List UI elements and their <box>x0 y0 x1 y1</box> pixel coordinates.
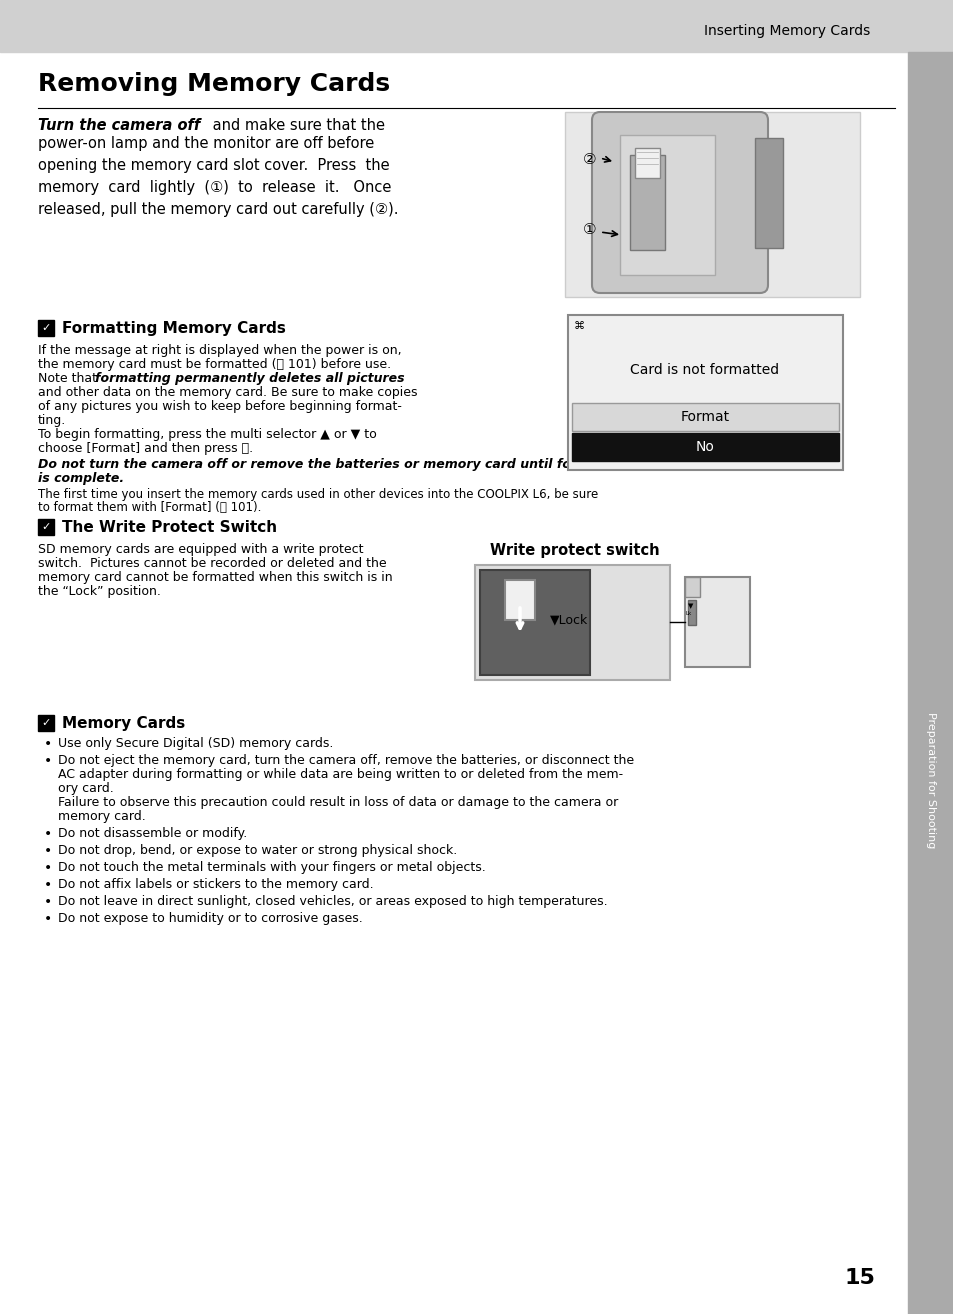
Bar <box>635 148 659 177</box>
Text: Removing Memory Cards: Removing Memory Cards <box>38 72 390 96</box>
Text: Memory Cards: Memory Cards <box>62 716 185 731</box>
Bar <box>475 565 669 681</box>
Text: •: • <box>44 861 52 875</box>
Text: The Write Protect Switch: The Write Protect Switch <box>62 520 276 535</box>
Bar <box>687 600 696 625</box>
Text: Do not touch the metal terminals with your fingers or metal objects.: Do not touch the metal terminals with yo… <box>58 861 485 874</box>
Bar <box>38 715 54 731</box>
Text: SD memory cards are equipped with a write protect: SD memory cards are equipped with a writ… <box>38 543 363 556</box>
Bar <box>567 315 842 470</box>
Text: •: • <box>44 754 52 767</box>
Text: ✓: ✓ <box>41 717 51 728</box>
Text: memory card.: memory card. <box>58 809 146 823</box>
Text: •: • <box>44 912 52 926</box>
Text: •: • <box>44 895 52 909</box>
Bar <box>754 138 782 248</box>
Bar <box>572 434 838 461</box>
Bar <box>564 112 859 297</box>
Text: ⌘: ⌘ <box>574 321 584 331</box>
Text: Format: Format <box>679 410 729 424</box>
Bar <box>38 519 54 535</box>
Text: switch.  Pictures cannot be recorded or deleted and the: switch. Pictures cannot be recorded or d… <box>38 557 386 570</box>
Bar <box>572 403 838 431</box>
Text: power-on lamp and the monitor are off before: power-on lamp and the monitor are off be… <box>38 137 374 151</box>
Text: ▼Lock: ▼Lock <box>550 614 588 627</box>
Text: Do not leave in direct sunlight, closed vehicles, or areas exposed to high tempe: Do not leave in direct sunlight, closed … <box>58 895 607 908</box>
Text: memory  card  lightly  (①)  to  release  it.   Once: memory card lightly (①) to release it. O… <box>38 180 391 194</box>
Text: To begin formatting, press the multi selector ▲ or ▼ to: To begin formatting, press the multi sel… <box>38 428 376 442</box>
Text: Note that: Note that <box>38 372 101 385</box>
Text: memory card cannot be formatted when this switch is in: memory card cannot be formatted when thi… <box>38 572 393 583</box>
Text: ①: ① <box>582 222 596 237</box>
FancyBboxPatch shape <box>592 112 767 293</box>
Text: Preparation for Shooting: Preparation for Shooting <box>925 712 935 849</box>
Text: released, pull the memory card out carefully (②).: released, pull the memory card out caref… <box>38 202 398 217</box>
Bar <box>684 577 749 668</box>
Text: Formatting Memory Cards: Formatting Memory Cards <box>62 321 286 336</box>
Text: Do not turn the camera off or remove the batteries or memory card until formatti: Do not turn the camera off or remove the… <box>38 459 632 470</box>
Text: Use only Secure Digital (SD) memory cards.: Use only Secure Digital (SD) memory card… <box>58 737 333 750</box>
Text: If the message at right is displayed when the power is on,: If the message at right is displayed whe… <box>38 344 401 357</box>
Bar <box>619 135 714 275</box>
Text: Do not eject the memory card, turn the camera off, remove the batteries, or disc: Do not eject the memory card, turn the c… <box>58 754 634 767</box>
Bar <box>684 577 700 597</box>
Text: ting.: ting. <box>38 414 66 427</box>
Text: of any pictures you wish to keep before beginning format-: of any pictures you wish to keep before … <box>38 399 401 413</box>
Text: opening the memory card slot cover.  Press  the: opening the memory card slot cover. Pres… <box>38 158 389 173</box>
Text: Failure to observe this precaution could result in loss of data or damage to the: Failure to observe this precaution could… <box>58 796 618 809</box>
Text: Card is not formatted: Card is not formatted <box>630 363 779 377</box>
Text: ②: ② <box>582 152 596 167</box>
Text: ▼: ▼ <box>687 603 693 608</box>
Text: is complete.: is complete. <box>38 472 124 485</box>
Bar <box>907 53 953 1314</box>
Text: Do not disassemble or modify.: Do not disassemble or modify. <box>58 827 247 840</box>
Text: choose [Format] and then press Ⓡ.: choose [Format] and then press Ⓡ. <box>38 442 253 455</box>
Text: and other data on the memory card. Be sure to make copies: and other data on the memory card. Be su… <box>38 386 417 399</box>
Text: 15: 15 <box>843 1268 874 1288</box>
Bar <box>629 155 664 250</box>
Text: to format them with [Format] (Ⓡ 101).: to format them with [Format] (Ⓡ 101). <box>38 501 261 514</box>
Text: AC adapter during formatting or while data are being written to or deleted from : AC adapter during formatting or while da… <box>58 767 622 781</box>
Text: No: No <box>695 440 714 455</box>
Text: formatting permanently deletes all pictures: formatting permanently deletes all pictu… <box>95 372 404 385</box>
Bar <box>504 579 535 620</box>
Text: Write protect switch: Write protect switch <box>490 543 659 558</box>
Text: ✓: ✓ <box>41 323 51 332</box>
Text: ✓: ✓ <box>41 522 51 532</box>
Text: ory card.: ory card. <box>58 782 113 795</box>
Text: Turn the camera off: Turn the camera off <box>38 118 200 133</box>
Text: •: • <box>44 878 52 892</box>
Text: and make sure that the: and make sure that the <box>208 118 385 133</box>
Text: the memory card must be formatted (Ⓡ 101) before use.: the memory card must be formatted (Ⓡ 101… <box>38 357 391 371</box>
Text: the “Lock” position.: the “Lock” position. <box>38 585 161 598</box>
Text: Do not drop, bend, or expose to water or strong physical shock.: Do not drop, bend, or expose to water or… <box>58 844 456 857</box>
Bar <box>0 0 953 53</box>
Bar <box>38 321 54 336</box>
Text: •: • <box>44 827 52 841</box>
Bar <box>479 570 589 675</box>
Text: Do not expose to humidity or to corrosive gases.: Do not expose to humidity or to corrosiv… <box>58 912 362 925</box>
Text: The first time you insert the memory cards used in other devices into the COOLPI: The first time you insert the memory car… <box>38 487 598 501</box>
Text: •: • <box>44 844 52 858</box>
Text: Do not affix labels or stickers to the memory card.: Do not affix labels or stickers to the m… <box>58 878 374 891</box>
Text: •: • <box>44 737 52 752</box>
Text: Lk: Lk <box>685 611 692 616</box>
Text: Inserting Memory Cards: Inserting Memory Cards <box>703 24 869 38</box>
